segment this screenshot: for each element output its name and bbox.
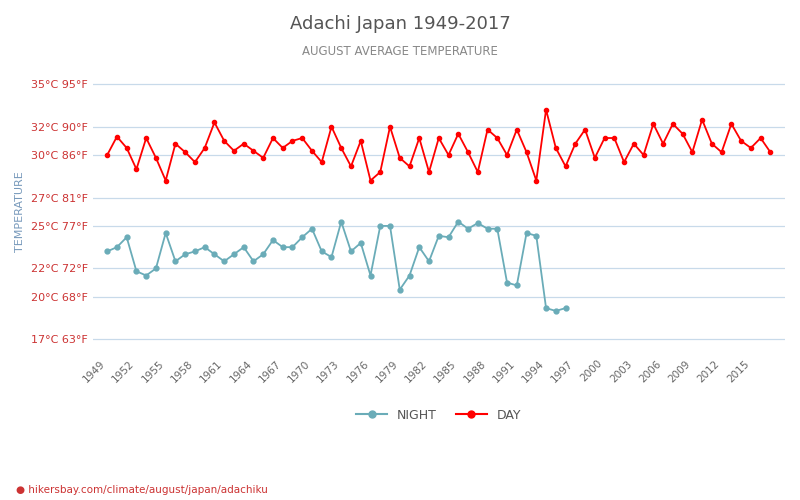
Legend: NIGHT, DAY: NIGHT, DAY bbox=[351, 404, 526, 426]
Y-axis label: TEMPERATURE: TEMPERATURE bbox=[15, 172, 25, 252]
Text: Adachi Japan 1949-2017: Adachi Japan 1949-2017 bbox=[290, 15, 510, 33]
Text: ● hikersbay.com/climate/august/japan/adachiku: ● hikersbay.com/climate/august/japan/ada… bbox=[16, 485, 268, 495]
Text: AUGUST AVERAGE TEMPERATURE: AUGUST AVERAGE TEMPERATURE bbox=[302, 45, 498, 58]
